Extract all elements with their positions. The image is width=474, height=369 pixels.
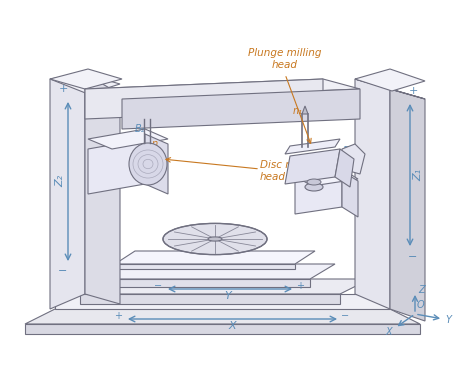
Polygon shape: [88, 139, 145, 194]
Polygon shape: [355, 69, 425, 91]
Polygon shape: [342, 144, 365, 174]
Polygon shape: [85, 79, 323, 119]
Polygon shape: [285, 149, 340, 184]
Ellipse shape: [163, 223, 267, 255]
Polygon shape: [80, 294, 340, 304]
Text: n: n: [152, 139, 158, 149]
Polygon shape: [355, 79, 425, 99]
Polygon shape: [80, 279, 370, 294]
Text: Y: Y: [445, 315, 451, 325]
Polygon shape: [302, 106, 308, 114]
Polygon shape: [55, 294, 390, 309]
Text: Disc milling
head: Disc milling head: [260, 160, 320, 182]
Text: Z₁: Z₁: [413, 169, 423, 181]
Text: O: O: [417, 300, 425, 310]
Text: −: −: [154, 281, 162, 291]
Text: +: +: [114, 311, 122, 321]
Polygon shape: [285, 139, 340, 154]
Text: −: −: [341, 311, 349, 321]
Text: X: X: [385, 327, 392, 337]
Polygon shape: [50, 74, 85, 309]
Polygon shape: [85, 74, 120, 304]
Text: B₁: B₁: [343, 146, 353, 156]
Polygon shape: [100, 264, 335, 279]
Text: Z: Z: [418, 285, 425, 295]
Polygon shape: [50, 74, 120, 94]
Text: −: −: [58, 266, 68, 276]
Text: +: +: [408, 86, 418, 96]
Text: B₂: B₂: [135, 124, 146, 134]
Ellipse shape: [307, 179, 321, 185]
Polygon shape: [335, 149, 354, 187]
Polygon shape: [25, 324, 420, 334]
Polygon shape: [115, 264, 295, 269]
Polygon shape: [100, 279, 310, 287]
Polygon shape: [115, 251, 315, 264]
Polygon shape: [390, 89, 425, 321]
Polygon shape: [295, 169, 358, 186]
Polygon shape: [122, 89, 360, 129]
Polygon shape: [50, 69, 122, 89]
Polygon shape: [342, 171, 358, 217]
Ellipse shape: [129, 143, 167, 185]
Text: Z₂: Z₂: [55, 175, 65, 187]
Polygon shape: [295, 169, 342, 214]
Text: Plunge milling
head: Plunge milling head: [248, 48, 322, 70]
Text: −: −: [408, 252, 418, 262]
Polygon shape: [85, 79, 360, 99]
Polygon shape: [25, 309, 420, 324]
Ellipse shape: [208, 237, 222, 241]
Text: +: +: [58, 84, 68, 94]
Ellipse shape: [305, 183, 323, 191]
Text: Y: Y: [225, 291, 231, 301]
Polygon shape: [88, 129, 168, 149]
Polygon shape: [145, 134, 168, 194]
Text: +: +: [296, 281, 304, 291]
Text: n₁: n₁: [293, 106, 303, 116]
Polygon shape: [355, 79, 390, 309]
Text: X: X: [228, 321, 236, 331]
